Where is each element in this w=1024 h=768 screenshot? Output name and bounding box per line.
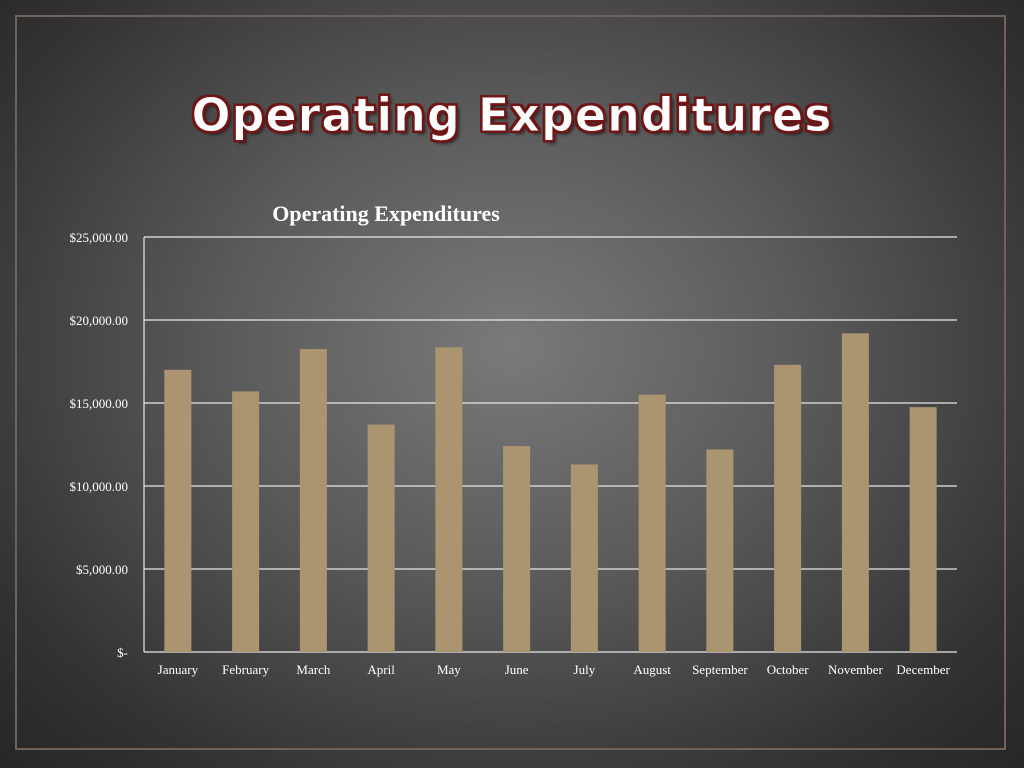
y-tick-label: $5,000.00 xyxy=(76,562,128,577)
bar-july xyxy=(570,464,598,652)
bar-september xyxy=(706,449,734,652)
y-tick-label: $20,000.00 xyxy=(70,313,129,328)
x-tick-label: December xyxy=(896,662,950,677)
bar-august xyxy=(638,394,666,652)
bar-may xyxy=(435,347,463,652)
x-tick-label: March xyxy=(296,662,330,677)
x-tick-label: April xyxy=(367,662,395,677)
slide-title: Operating Expenditures xyxy=(191,88,833,143)
x-tick-label: February xyxy=(222,662,269,677)
y-tick-label: $15,000.00 xyxy=(70,396,129,411)
y-tick-label: $- xyxy=(117,645,128,660)
x-tick-label: November xyxy=(828,662,884,677)
bar-april xyxy=(367,424,395,652)
gridlines xyxy=(144,236,957,570)
bar-november xyxy=(841,333,869,652)
x-tick-label: January xyxy=(158,662,199,677)
bars xyxy=(164,333,937,652)
chart-title: Operating Expenditures xyxy=(272,201,500,226)
x-tick-label: September xyxy=(692,662,748,677)
y-tick-label: $25,000.00 xyxy=(70,230,129,245)
x-tick-label: June xyxy=(505,662,529,677)
x-tick-label: May xyxy=(437,662,461,677)
bar-december xyxy=(909,407,937,652)
y-axis-ticks: $- $5,000.00 $10,000.00 $15,000.00 $20,000.0… xyxy=(70,230,129,660)
slide-frame xyxy=(15,15,1006,750)
x-axis-ticks: January February March April May June July Augu… xyxy=(158,662,951,677)
bar-june xyxy=(503,446,531,652)
y-tick-label: $10,000.00 xyxy=(70,479,129,494)
axes xyxy=(143,237,957,653)
x-tick-label: July xyxy=(574,662,596,677)
bar-october xyxy=(774,364,802,652)
bar-february xyxy=(232,391,260,652)
x-tick-label: August xyxy=(633,662,671,677)
bar-march xyxy=(299,349,327,652)
bar-january xyxy=(164,369,192,652)
x-tick-label: October xyxy=(767,662,810,677)
